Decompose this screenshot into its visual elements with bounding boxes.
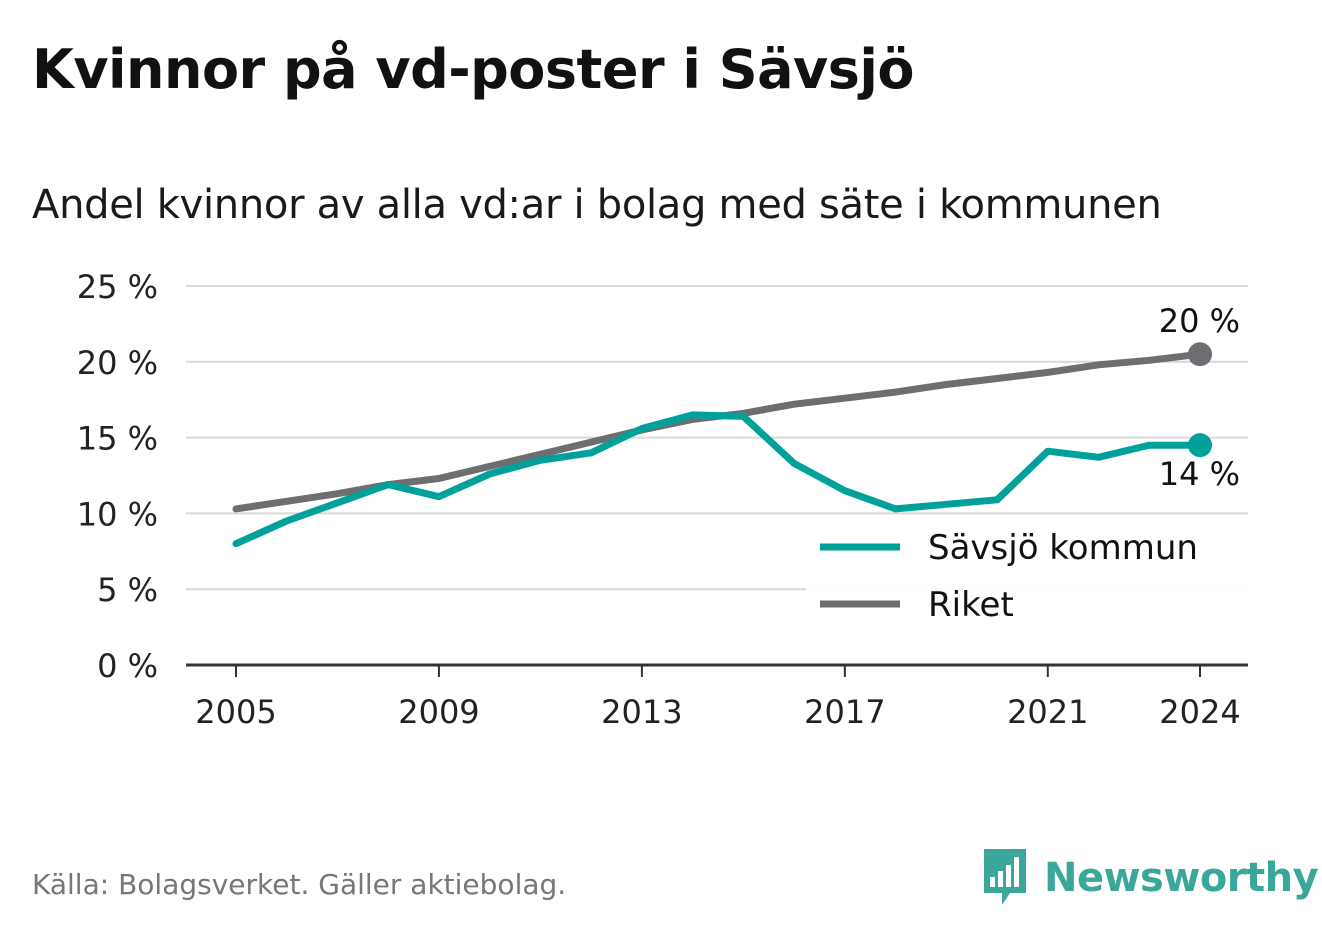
y-tick-label: 10 %: [77, 495, 158, 533]
legend-label-riket: Riket: [928, 585, 1014, 625]
y-tick-label: 15 %: [77, 420, 158, 458]
legend: Sävsjö kommun Riket: [806, 515, 1248, 631]
x-tick-label: 2024: [1159, 693, 1240, 731]
end-point-riket: [1188, 342, 1212, 367]
end-label-riket: 20 %: [1159, 302, 1240, 340]
chart-subtitle: Andel kvinnor av alla vd:ar i bolag med …: [32, 182, 1162, 228]
gridlines: [186, 285, 1248, 591]
chart-title: Kvinnor på vd-poster i Sävsjö: [32, 38, 914, 101]
x-tick-label: 2009: [398, 693, 479, 731]
source-note: Källa: Bolagsverket. Gäller aktiebolag.: [32, 868, 567, 901]
x-tick-label: 2005: [195, 693, 276, 731]
y-tick-label: 5 %: [97, 571, 158, 609]
x-tick-label: 2021: [1007, 693, 1088, 731]
brand-name: Newsworthy: [1044, 855, 1319, 901]
x-axis: 2005 2009 2013 2017 2021 2024: [186, 663, 1248, 731]
legend-label-savsjo: Sävsjö kommun: [928, 528, 1198, 568]
series-line-savsjo: [232, 411, 1204, 548]
y-tick-label: 20 %: [77, 344, 158, 382]
series-lines: 20 % 14 %: [232, 302, 1240, 548]
x-tick-label: 2013: [601, 693, 682, 731]
y-tick-label: 25 %: [77, 268, 158, 306]
y-tick-label: 0 %: [97, 647, 158, 685]
y-axis-ticks: 0 % 5 % 10 % 15 % 20 % 25 %: [77, 268, 158, 685]
end-label-savsjo: 14 %: [1159, 455, 1240, 493]
end-point-savsjo: [1188, 433, 1212, 458]
newsworthy-logo-icon: [984, 849, 1026, 905]
x-tick-label: 2017: [804, 693, 885, 731]
brand-logo: Newsworthy: [980, 848, 1319, 908]
legend-box: [806, 515, 1248, 631]
